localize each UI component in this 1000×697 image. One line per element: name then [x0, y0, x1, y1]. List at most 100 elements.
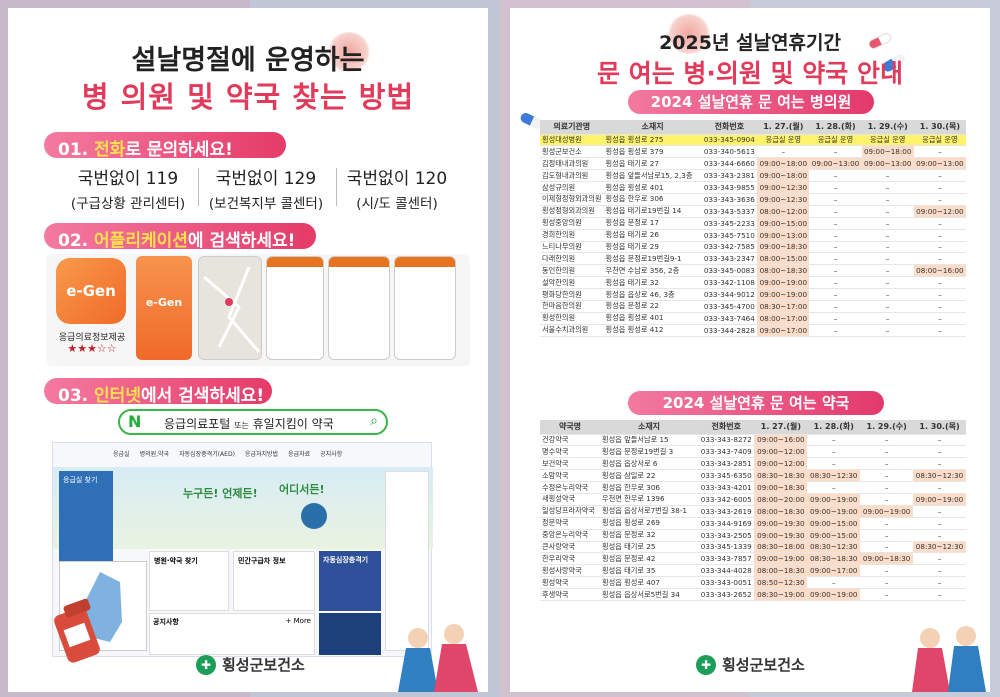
- hours-cell: –: [913, 529, 966, 542]
- address-cell: 횡성읍 횡성로 401: [603, 312, 702, 325]
- site-card-er[interactable]: 응급실 찾기: [59, 471, 113, 561]
- hours-cell: 08:30~19:00: [754, 588, 808, 601]
- hours-cell: –: [809, 145, 862, 159]
- hours-cell: –: [809, 229, 862, 242]
- hours-cell: 09:00~17:00: [807, 564, 861, 578]
- hours-cell: 응급실 운영: [809, 134, 862, 147]
- site-nav-item[interactable]: 병의원,약국: [139, 450, 170, 458]
- section3-number: 03.: [58, 386, 89, 406]
- address-cell: 횡성읍 태기로 25: [600, 541, 698, 554]
- pharmacy-row: 일성당프라자약국 횡성읍 읍상서로7번길 38-1 033-343-2619 08:0…: [540, 505, 966, 518]
- search-query-1: 응급의료포털: [164, 417, 231, 431]
- site-nav-item[interactable]: 응급처치방법: [244, 450, 279, 458]
- site-nav-item[interactable]: 공지사항: [320, 450, 343, 458]
- column-header: 1. 28.(화): [809, 120, 862, 135]
- search-box[interactable]: N 응급의료포털 또는 휴일지킴이 약국 ⌕: [118, 409, 388, 435]
- hospital-row: 삼성규의원 횡성읍 횡성로 401 033-343-9855 09:00~12:30–…: [540, 181, 966, 194]
- hospital-row: 횡성정형외과의원 횡성읍 태기로19번길 14 033-343-5337 08:00~…: [540, 205, 966, 218]
- hours-cell: 08:00~12:00: [757, 205, 810, 218]
- site-notice-more[interactable]: + More: [285, 617, 311, 625]
- hours-cell: 09:00~18:30: [757, 241, 810, 254]
- phone-119: 국번없이 119 (구급상황 관리센터): [68, 164, 188, 212]
- health-center-logo-icon: ✚: [196, 654, 216, 675]
- hours-cell: –: [809, 300, 862, 313]
- phone-cell: 033-343-2619: [698, 505, 755, 518]
- splash-logo: e-Gen: [145, 296, 183, 309]
- hours-cell: –: [913, 588, 966, 601]
- blur-mark: [326, 32, 372, 72]
- hours-cell: –: [861, 169, 914, 183]
- hours-cell: –: [807, 481, 861, 494]
- phone-cell: 033-344-4028: [698, 564, 755, 578]
- address-cell: 횡성읍 앞들서남로 15: [600, 434, 698, 447]
- search-icon[interactable]: ⌕: [370, 413, 378, 429]
- site-play-icon[interactable]: [301, 503, 327, 529]
- phone-cell: 033-345-7510: [701, 229, 758, 242]
- site-korea-map[interactable]: [59, 561, 147, 651]
- name-cell: 일성당프라자약국: [540, 505, 600, 518]
- left-poster: 설날명절에 운영하는 병 의원 및 약국 찾는 방법 01. 전화로 문의하세요…: [8, 8, 488, 692]
- name-cell: 건강약국: [540, 434, 600, 447]
- phone-cell: 033-344-9169: [698, 517, 755, 530]
- column-header: 1. 29.(수): [861, 120, 914, 135]
- right-poster: 2025년 설날연휴기간 문 여는 병·의원 및 약국 안내 2024 설날연휴…: [510, 8, 990, 692]
- hospital-section-header: 2024 설날연휴 문 여는 병의원: [628, 90, 874, 114]
- hours-cell: –: [913, 217, 966, 230]
- hours-cell: –: [860, 481, 914, 494]
- hours-cell: 09:00~12:00: [754, 457, 808, 471]
- site-card-aed[interactable]: 자동심장충격기: [319, 551, 381, 611]
- hours-cell: –: [913, 193, 966, 206]
- site-card-hospital[interactable]: 병원·약국 찾기: [149, 551, 229, 611]
- name-cell: 횡성사랑약국: [540, 564, 600, 578]
- address-cell: 횡성읍 문정로 22: [603, 300, 702, 313]
- name-cell: 소망약국: [540, 469, 600, 483]
- hours-cell: –: [861, 205, 914, 218]
- site-nav-item[interactable]: 응급실: [113, 450, 130, 458]
- address-cell: 횡성읍 태기로 29: [603, 241, 702, 254]
- column-header: 1. 29.(수): [860, 420, 914, 435]
- address-cell: 횡성읍 횡성로 401: [603, 181, 702, 194]
- name-cell: 횡성한의원: [540, 312, 604, 325]
- column-header: 1. 27.(월): [754, 420, 808, 435]
- section2-highlight: 어플리케이션: [94, 231, 188, 251]
- phone-cell: 033-342-7585: [701, 241, 758, 254]
- name-cell: 설악한의원: [540, 276, 604, 290]
- pharmacy-table-header: 약국명 소재지 전화번호 1. 27.(월) 1. 28.(화) 1. 29.(수) 1. …: [540, 420, 966, 435]
- hours-cell: –: [860, 493, 914, 506]
- hours-cell: 08:30~18:30: [807, 552, 861, 566]
- pharmacy-row: 후생약국 횡성읍 읍상서로5번길 34 033-343-2652 08:30~19:0…: [540, 588, 966, 601]
- app-splash-screen: e-Gen: [136, 256, 192, 360]
- address-cell: 횡성읍 한우로 306: [600, 481, 698, 494]
- phone-desc: (구급상황 관리센터): [70, 196, 186, 212]
- pharmacy-row: 중앙온누리약국 횡성읍 문정로 32 033-343-2505 09:00~19:30…: [540, 529, 966, 542]
- site-nav-item[interactable]: 응급자료: [288, 450, 311, 458]
- hours-cell: 응급실 운영: [861, 134, 914, 147]
- hours-cell: 09:00~13:00: [757, 229, 810, 242]
- address-cell: 횡성읍 문정로 17: [603, 217, 702, 230]
- hours-cell: –: [913, 505, 966, 518]
- name-cell: 한우리약국: [540, 552, 600, 566]
- hours-cell: –: [757, 145, 810, 159]
- section2-header: 02. 어플리케이션에 검색하세요!: [44, 223, 316, 251]
- address-cell: 횡성읍 횡성로 379: [603, 145, 702, 159]
- hanbok-characters-illustration: [388, 620, 484, 692]
- hours-cell: –: [913, 434, 966, 447]
- site-notice-title: 공지사항: [153, 618, 179, 626]
- hours-cell: 08:30~12:30: [913, 469, 966, 483]
- hospital-row: 동인한의원 우천면 수남로 356, 2층 033-345-0083 08:00~18…: [540, 264, 966, 278]
- address-cell: 횡성읍 한우로 306: [603, 193, 702, 206]
- blur-mark: [666, 14, 712, 54]
- column-header: 소재지: [600, 420, 698, 435]
- site-nav-item[interactable]: 자동심장충격기(AED): [179, 450, 235, 458]
- pharmacy-row: 횡성사랑약국 횡성읍 태기로 35 033-344-4028 08:00~18:30 0…: [540, 564, 966, 578]
- egen-app-icon[interactable]: e-Gen: [56, 258, 126, 324]
- hours-cell: –: [861, 264, 914, 278]
- hours-cell: –: [861, 241, 914, 254]
- hours-cell: 09:00~19:00: [807, 493, 861, 506]
- site-card-ambulance[interactable]: 민간구급차 정보: [233, 551, 315, 611]
- address-cell: 횡성읍 읍상서로 6: [600, 457, 698, 471]
- address-cell: 횡성읍 횡성로 412: [603, 324, 702, 337]
- search-or: 또는: [234, 421, 249, 430]
- address-cell: 횡성읍 태기로 32: [603, 276, 702, 290]
- left-footer-text: 횡성군보건소: [222, 656, 305, 674]
